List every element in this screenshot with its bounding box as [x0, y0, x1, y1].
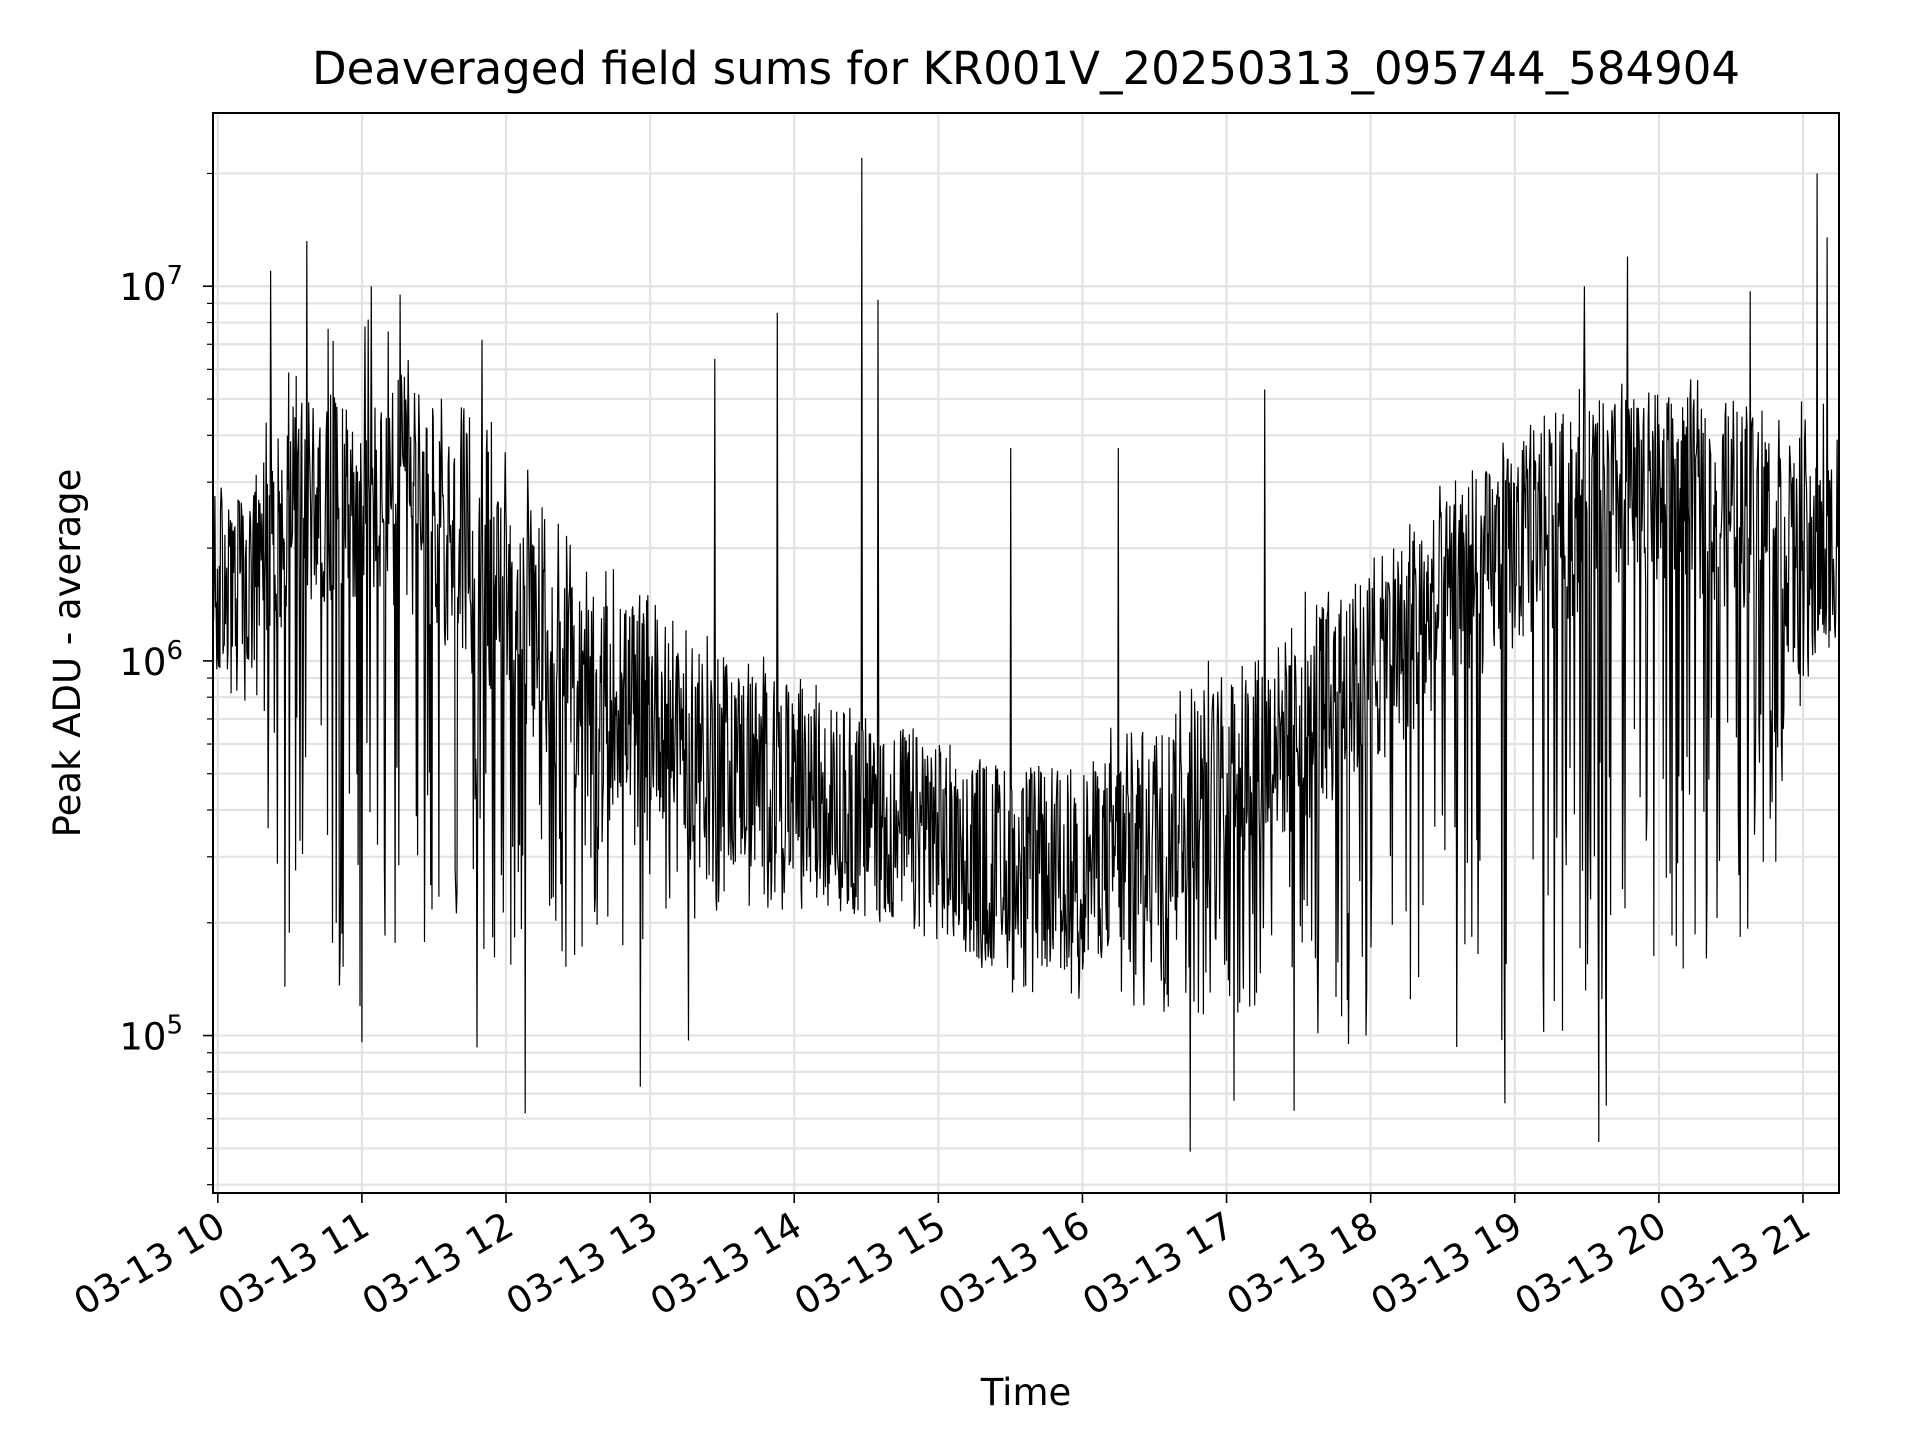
- y-tick-label-exponent: 5: [166, 1011, 183, 1041]
- y-tick-label: 105: [119, 1011, 183, 1059]
- chart-title: Deaveraged field sums for KR001V_2025031…: [312, 42, 1740, 95]
- x-axis-label: Time: [980, 1371, 1072, 1414]
- y-tick-label-base: 10: [119, 641, 166, 684]
- y-tick-label: 106: [119, 636, 183, 684]
- y-tick-label: 107: [119, 261, 183, 309]
- y-tick-label-base: 10: [119, 266, 166, 309]
- plot-frame: [212, 112, 1840, 1194]
- y-tick-label-exponent: 7: [166, 261, 183, 291]
- y-axis-label: Peak ADU - average: [46, 469, 89, 838]
- y-tick-label-exponent: 6: [166, 636, 183, 666]
- y-tick-label-base: 10: [119, 1016, 166, 1059]
- series-layer: [213, 157, 1839, 1152]
- series-line: [213, 157, 1839, 1152]
